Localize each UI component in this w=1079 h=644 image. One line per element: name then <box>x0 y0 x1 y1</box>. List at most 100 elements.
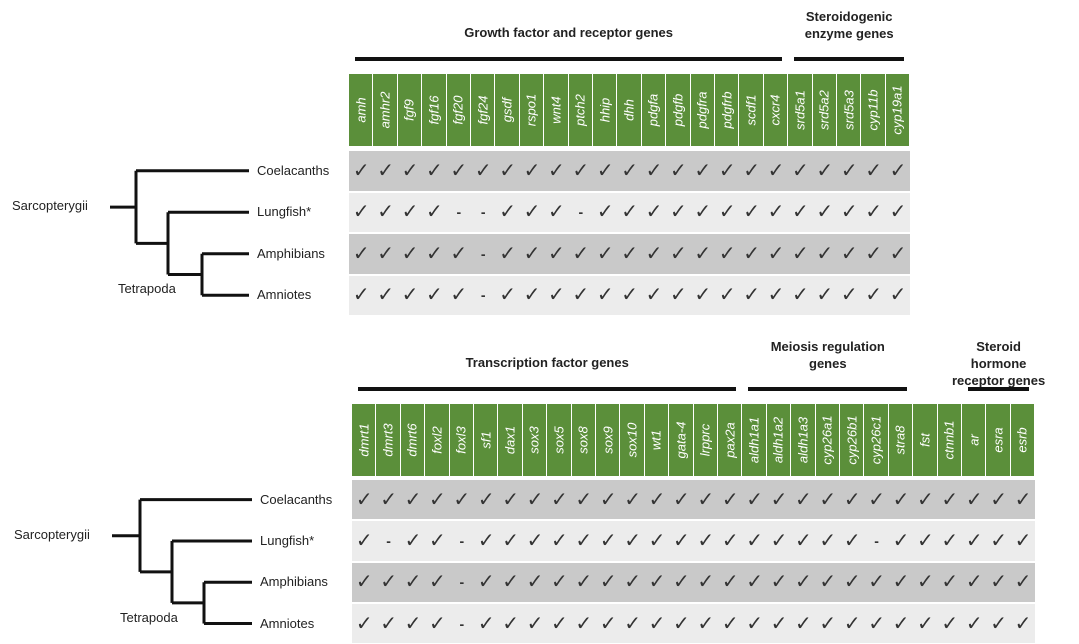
check-mark: ✓ <box>548 201 565 224</box>
check-mark: ✓ <box>819 571 837 594</box>
check-mark: ✓ <box>1014 488 1032 511</box>
check-mark: ✓ <box>743 201 760 224</box>
gene-header: gsdf <box>495 74 520 146</box>
check-mark: ✓ <box>645 159 663 182</box>
check-mark: ✓ <box>743 284 760 307</box>
group-title: Meiosis regulation genes <box>770 339 885 371</box>
check-mark: ✓ <box>599 571 617 594</box>
check-mark: ✓ <box>596 284 614 307</box>
check-mark: ✓ <box>352 284 370 307</box>
absent-mark: - <box>480 204 486 221</box>
check-mark: ✓ <box>426 159 443 182</box>
check-mark: ✓ <box>477 488 495 511</box>
check-mark: ✓ <box>941 529 959 552</box>
check-mark: ✓ <box>499 284 516 307</box>
gene-header: amh <box>349 74 374 146</box>
group-title: Steroidogenic enzyme genes <box>804 9 894 41</box>
check-mark: ✓ <box>621 159 638 182</box>
check-mark: ✓ <box>990 488 1007 511</box>
table-row <box>349 151 911 191</box>
gene-header: wnt4 <box>544 74 569 146</box>
absent-mark: - <box>456 204 462 221</box>
check-mark: ✓ <box>868 571 885 594</box>
check-mark: ✓ <box>746 488 763 511</box>
table-row <box>349 234 911 274</box>
taxon-label: Amniotes <box>257 287 312 303</box>
check-mark: ✓ <box>523 284 541 307</box>
check-mark: ✓ <box>575 529 593 552</box>
check-mark: ✓ <box>721 529 739 552</box>
group-title: Growth factor and receptor genes <box>464 25 673 40</box>
taxon-label: Lungfish* <box>257 204 312 220</box>
check-mark: ✓ <box>404 488 422 511</box>
absent-mark: - <box>874 532 879 549</box>
check-mark: ✓ <box>429 612 446 635</box>
check-mark: ✓ <box>892 571 910 594</box>
gene-header: srd5a2 <box>812 74 837 146</box>
check-mark: ✓ <box>770 488 788 511</box>
gene-header: fgf20 <box>446 74 471 146</box>
check-mark: ✓ <box>477 612 495 635</box>
check-mark: ✓ <box>721 488 739 511</box>
check-mark: ✓ <box>917 529 934 552</box>
check-mark: ✓ <box>551 488 568 511</box>
check-mark: ✓ <box>840 242 858 265</box>
check-mark: ✓ <box>426 201 443 224</box>
check-mark: ✓ <box>792 242 809 265</box>
check-mark: ✓ <box>673 529 690 552</box>
check-mark: ✓ <box>917 612 934 635</box>
check-mark: ✓ <box>526 488 544 511</box>
check-mark: ✓ <box>965 488 983 511</box>
check-mark: ✓ <box>770 529 788 552</box>
check-mark: ✓ <box>621 201 638 224</box>
clade-label-sarcopterygii: Sarcopterygii <box>12 198 88 214</box>
check-mark: ✓ <box>941 612 959 635</box>
check-mark: ✓ <box>694 159 712 182</box>
gene-header: dmrt6 <box>400 404 426 476</box>
check-mark: ✓ <box>648 571 666 594</box>
check-mark: ✓ <box>868 488 885 511</box>
check-mark: ✓ <box>843 571 861 594</box>
check-mark: ✓ <box>453 488 471 511</box>
gene-header: fgf9 <box>397 74 423 146</box>
gene-header: gata-4 <box>669 404 694 476</box>
check-mark: ✓ <box>450 159 468 182</box>
group-bar <box>358 387 737 391</box>
check-mark: ✓ <box>502 529 519 552</box>
check-mark: ✓ <box>648 612 666 635</box>
check-mark: ✓ <box>718 284 736 307</box>
check-mark: ✓ <box>377 284 394 307</box>
check-mark: ✓ <box>746 571 763 594</box>
check-mark: ✓ <box>892 612 910 635</box>
gene-header: cyp26a1 <box>815 404 840 476</box>
check-mark: ✓ <box>941 571 959 594</box>
absent-mark: - <box>480 287 486 304</box>
check-mark: ✓ <box>990 571 1007 594</box>
gene-header: foxl3 <box>449 404 474 476</box>
absent-mark: - <box>386 532 391 549</box>
gene-header: sox5 <box>547 404 572 476</box>
check-mark: ✓ <box>694 284 712 307</box>
check-mark: ✓ <box>526 612 544 635</box>
gene-header: aldh1a3 <box>791 404 816 476</box>
check-mark: ✓ <box>673 612 690 635</box>
gene-header: esrb <box>1010 404 1036 476</box>
gene-header: cyp11b <box>861 74 886 146</box>
check-mark: ✓ <box>767 201 785 224</box>
table-row <box>352 480 1036 520</box>
check-mark: ✓ <box>523 201 541 224</box>
gene-header: pdgfb <box>666 74 691 146</box>
check-mark: ✓ <box>624 612 641 635</box>
cladogram <box>112 498 252 626</box>
check-mark: ✓ <box>697 571 715 594</box>
check-mark: ✓ <box>816 242 834 265</box>
check-mark: ✓ <box>575 571 593 594</box>
gene-header: sox10 <box>620 404 645 476</box>
check-mark: ✓ <box>401 242 419 265</box>
gene-header: aldh1a1 <box>742 404 767 476</box>
check-mark: ✓ <box>819 612 837 635</box>
absent-mark: - <box>480 245 486 262</box>
check-mark: ✓ <box>401 159 419 182</box>
check-mark: ✓ <box>697 612 715 635</box>
taxon-label: Lungfish* <box>260 532 315 548</box>
